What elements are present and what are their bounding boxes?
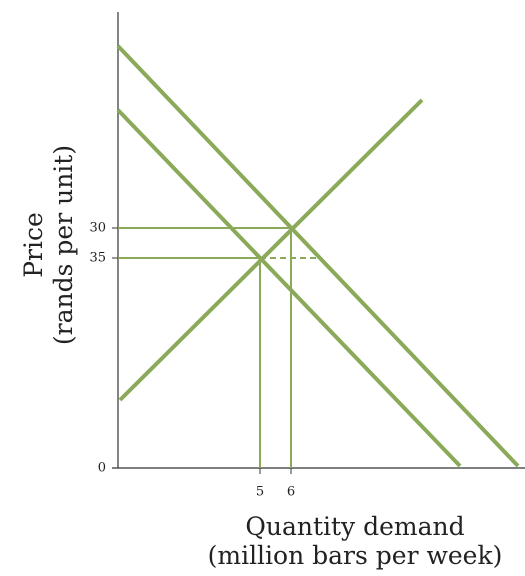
y-tick-label: 30 [89, 221, 106, 236]
y-tick-label: 35 [89, 251, 106, 266]
demand-curve-shifted [116, 44, 520, 468]
x-tick-label: 6 [287, 485, 295, 500]
x-axis-title: Quantity demand [245, 512, 464, 541]
y-axis-title: Price [19, 212, 48, 278]
y-tick-label: 0 [98, 461, 106, 476]
x-tick-label: 5 [256, 485, 264, 500]
y-axis-label: Price (rands per unit) [19, 145, 78, 345]
y-axis-subtitle: (rands per unit) [49, 145, 78, 345]
demand-curve [116, 108, 462, 468]
supply-curve [118, 98, 424, 402]
x-axis-subtitle: (million bars per week) [208, 541, 503, 570]
